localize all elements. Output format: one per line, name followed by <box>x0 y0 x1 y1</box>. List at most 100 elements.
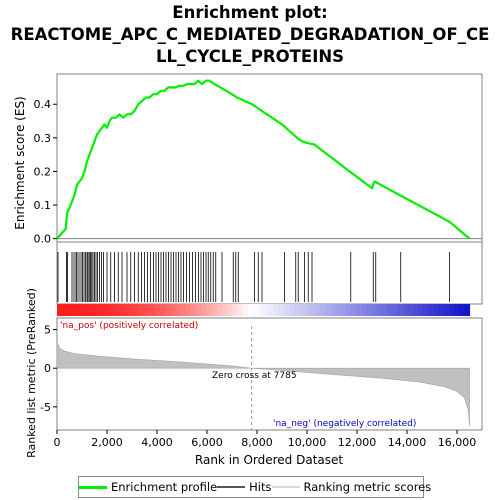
color-bar-segment <box>124 304 130 316</box>
x-tick-label: 12,000 <box>338 436 377 449</box>
color-bar-segment <box>201 304 208 316</box>
title-line-3: LL_CYCLE_PROTEINS <box>155 47 345 66</box>
color-bar-segment <box>309 304 316 316</box>
color-bar-segment <box>139 304 146 316</box>
legend-hits-swatch <box>217 486 246 488</box>
color-bar-segment <box>289 304 295 316</box>
color-bar-segment <box>160 304 166 316</box>
x-tick-label: 4,000 <box>141 436 173 449</box>
color-bar-segment <box>134 304 141 316</box>
legend-ranking-swatch <box>271 486 300 488</box>
color-bar-segment <box>232 304 239 316</box>
color-bar-segment <box>175 304 182 316</box>
color-bar-segment <box>402 304 409 316</box>
legend-hits-label: Hits <box>249 480 272 494</box>
metric-y-tick-label: 0 <box>44 362 51 375</box>
metric-y-axis-label: Ranked list metric (PreRanked) <box>25 288 38 458</box>
color-bar-segment <box>113 304 120 316</box>
color-bar-segment <box>428 304 435 316</box>
metric-y-tick-label: -5 <box>40 401 51 414</box>
legend-enrichment-swatch <box>79 485 107 489</box>
color-bar-segment <box>154 304 161 316</box>
es-y-axis-label: Enrichment score (ES) <box>13 96 27 229</box>
color-bar-segment <box>242 304 249 316</box>
hits-panel <box>56 241 483 305</box>
color-bar-segment <box>278 304 285 316</box>
legend-hits: Hits <box>217 480 272 494</box>
es-y-tick-label: 0.0 <box>34 233 52 246</box>
color-bar-segment <box>376 304 383 316</box>
color-bar-segment <box>454 304 460 316</box>
color-bar-segment <box>438 304 445 316</box>
color-bar-segment <box>247 304 254 316</box>
legend-ranking-metric-scores: Ranking metric scores <box>271 480 432 494</box>
es-y-tick-label: 0.2 <box>34 165 52 178</box>
legend-enrichment-label: Enrichment profile <box>111 480 218 494</box>
color-bar-segment <box>67 304 74 316</box>
x-tick-label: 10,000 <box>288 436 327 449</box>
color-bar-segment <box>216 304 223 316</box>
color-bar-segment <box>237 304 244 316</box>
color-bar-segment <box>196 304 202 316</box>
x-tick-label: 0 <box>54 436 61 449</box>
color-bar-segment <box>206 304 213 316</box>
color-bar-segment <box>335 304 342 316</box>
color-bar-segment <box>227 304 233 316</box>
color-bar-segment <box>459 304 465 316</box>
es-y-tick-label: 0.3 <box>34 132 52 145</box>
x-tick-label: 8,000 <box>241 436 273 449</box>
color-bar-segment <box>412 304 419 316</box>
color-bar-segment <box>211 304 218 316</box>
zero-cross-label: Zero cross at 7785 <box>212 371 297 381</box>
hit-marks <box>57 252 450 302</box>
color-bar-segment <box>283 304 290 316</box>
chart-title: Enrichment plot: REACTOME_APC_C_MEDIATED… <box>0 2 500 68</box>
es-y-axis: 0.0 0.1 0.2 0.3 0.4 <box>34 98 57 246</box>
ranking-color-bar <box>57 304 471 316</box>
x-axis-label: Rank in Ordered Dataset <box>195 453 343 467</box>
color-bar-segment <box>330 304 337 316</box>
x-tick-label: 6,000 <box>191 436 223 449</box>
color-bar-segment <box>144 304 151 316</box>
color-bar-segment <box>170 304 177 316</box>
color-bar-segment <box>77 304 84 316</box>
color-bar-segment <box>72 304 79 316</box>
color-bar-segment <box>417 304 424 316</box>
legend-ranking-label: Ranking metric scores <box>303 480 432 494</box>
color-bar-segment <box>165 304 172 316</box>
color-bar-segment <box>345 304 352 316</box>
ranked-metric-series <box>56 326 470 430</box>
color-bar-segment <box>366 304 373 316</box>
color-bar-segment <box>299 304 306 316</box>
color-bar-segment <box>118 304 125 316</box>
enrichment-profile-series <box>56 79 471 240</box>
pos-label: 'na_pos' (positively correlated) <box>60 321 198 331</box>
color-bar-segment <box>273 304 280 316</box>
color-bar-segment <box>149 304 156 316</box>
title-line-1: Enrichment plot: <box>172 3 328 22</box>
title-line-2: REACTOME_APC_C_MEDIATED_DEGRADATION_OF_C… <box>10 25 490 44</box>
es-y-tick-label: 0.4 <box>34 98 52 111</box>
color-bar-segment <box>371 304 378 316</box>
color-bar-segment <box>252 304 259 316</box>
enrichment-profile-line <box>56 79 471 240</box>
color-bar-segment <box>185 304 192 316</box>
color-bar-segment <box>448 304 455 316</box>
color-bar-segment <box>258 304 264 316</box>
color-bar-segment <box>350 304 357 316</box>
color-bar-segment <box>361 304 367 316</box>
color-bar-segment <box>325 304 331 316</box>
color-bar-segment <box>464 304 471 316</box>
color-bar-segment <box>407 304 414 316</box>
es-panel <box>56 73 483 243</box>
metric-y-axis: 5 0 -5 <box>40 324 57 414</box>
color-bar-segment <box>263 304 270 316</box>
neg-label: 'na_neg' (negatively correlated) <box>273 419 416 429</box>
color-bar-segment <box>103 304 110 316</box>
color-bar-segment <box>222 304 228 316</box>
color-bar-segment <box>180 304 187 316</box>
color-bar-segment <box>304 304 311 316</box>
color-bar-segment <box>191 304 197 316</box>
color-bar-segment <box>57 304 63 316</box>
